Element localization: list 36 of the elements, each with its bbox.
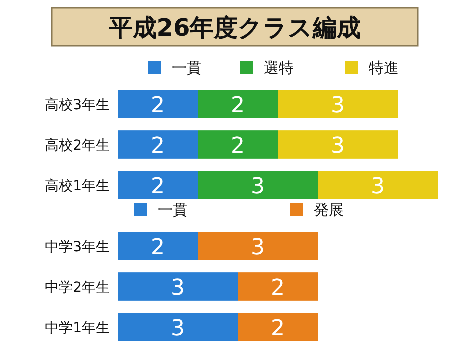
legend-label: 一貫 <box>158 201 188 219</box>
data-label: 3 <box>331 93 345 118</box>
data-label: 2 <box>151 93 165 118</box>
bar <box>198 171 318 200</box>
y-tick-label: 中学2年生 <box>45 280 110 296</box>
data-label: 2 <box>271 276 285 301</box>
legend-label: 特進 <box>369 59 399 77</box>
bar <box>198 90 278 118</box>
legend-label: 選特 <box>264 59 294 77</box>
legend-label: 一貫 <box>172 59 202 77</box>
bar <box>118 130 198 159</box>
data-label: 3 <box>251 235 265 260</box>
chart-title: 平成26年度クラス編成 <box>108 14 362 42</box>
data-label: 2 <box>151 134 165 159</box>
bar <box>198 130 278 159</box>
y-tick-label: 中学3年生 <box>45 239 110 256</box>
bar <box>278 90 398 118</box>
y-tick-label: 中学1年生 <box>45 320 110 336</box>
y-tick-label: 高校1年生 <box>45 178 110 194</box>
data-label: 3 <box>171 316 185 342</box>
data-label: 2 <box>231 93 245 118</box>
data-label: 2 <box>271 316 285 342</box>
data-label: 2 <box>151 174 165 200</box>
bar <box>118 171 198 200</box>
bar <box>318 171 438 200</box>
bar <box>278 130 398 159</box>
data-label: 3 <box>251 174 265 200</box>
bar <box>118 90 198 118</box>
data-label: 2 <box>151 235 165 260</box>
data-label: 3 <box>371 174 385 200</box>
y-tick-label: 高校2年生 <box>45 138 110 154</box>
data-label: 2 <box>231 134 245 159</box>
legend-label: 発展 <box>314 201 344 219</box>
y-tick-label: 高校3年生 <box>45 97 110 114</box>
data-label: 3 <box>171 276 185 301</box>
data-label: 3 <box>331 134 345 159</box>
